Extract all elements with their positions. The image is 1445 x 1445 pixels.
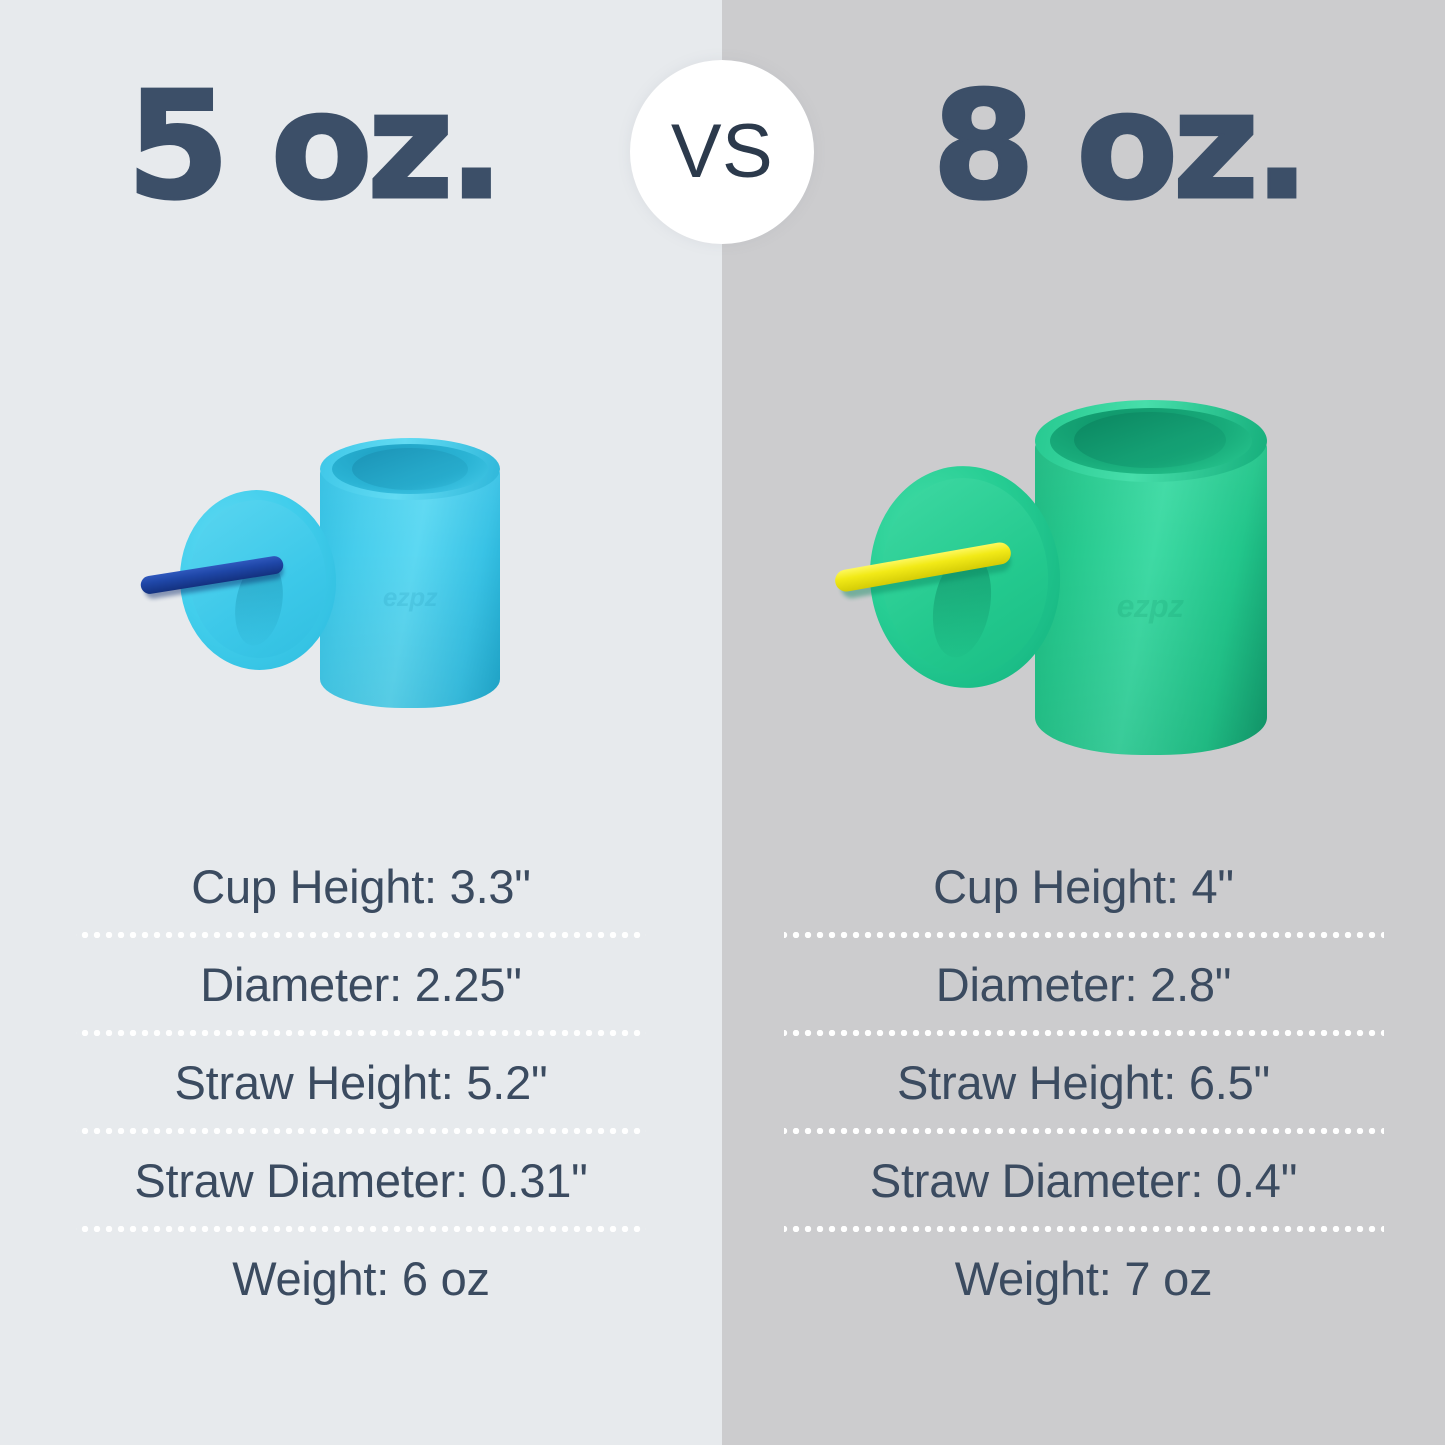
spec-divider	[76, 932, 646, 938]
vs-label: VS	[670, 109, 774, 194]
spec-text: Cup Height: 3.3"	[191, 859, 531, 913]
spec-divider	[76, 1128, 646, 1134]
spec-row: Weight: 7 oz	[722, 1232, 1445, 1324]
spec-text: Cup Height: 4"	[933, 859, 1234, 913]
spec-text: Diameter: 2.25"	[200, 957, 522, 1011]
spec-row: Straw Height: 5.2"	[0, 1036, 722, 1128]
spec-row: Cup Height: 4"	[722, 840, 1445, 932]
spec-text: Weight: 6 oz	[232, 1251, 490, 1305]
spec-divider	[76, 1226, 646, 1232]
spec-text: Straw Height: 5.2"	[174, 1055, 548, 1109]
spec-divider	[783, 1030, 1384, 1036]
spec-text: Straw Height: 6.5"	[897, 1055, 1270, 1109]
spec-divider	[783, 1128, 1384, 1134]
cup-interior-shadow-right	[1074, 412, 1226, 468]
cup-body-right	[1035, 440, 1267, 755]
spec-text: Weight: 7 oz	[954, 1251, 1213, 1305]
spec-row: Diameter: 2.8"	[722, 938, 1445, 1030]
vs-badge: VS	[630, 60, 814, 244]
cup-body-shading-right	[1035, 440, 1267, 755]
spec-text: Straw Diameter: 0.31"	[134, 1153, 588, 1207]
spec-divider	[783, 932, 1384, 938]
spec-row: Straw Height: 6.5"	[722, 1036, 1445, 1128]
panel-right-heading: 8 oz.	[931, 60, 1312, 232]
spec-list-right: Cup Height: 4" Diameter: 2.8" Straw Heig…	[722, 840, 1445, 1324]
spec-list-left: Cup Height: 3.3" Diameter: 2.25" Straw H…	[0, 840, 722, 1324]
spec-row: Straw Diameter: 0.31"	[0, 1134, 722, 1226]
product-image-right: ezpz	[722, 350, 1445, 755]
comparison-panel-right: 8 oz. ezpz Cup Height: 4"	[722, 0, 1445, 1445]
spec-row: Diameter: 2.25"	[0, 938, 722, 1030]
spec-row: Straw Diameter: 0.4"	[722, 1134, 1445, 1226]
spec-row: Cup Height: 3.3"	[0, 840, 722, 932]
spec-text: Diameter: 2.8"	[935, 957, 1232, 1011]
brand-logo-left: ezpz	[382, 582, 438, 612]
spec-divider	[76, 1030, 646, 1036]
spec-divider	[783, 1226, 1384, 1232]
spec-row: Weight: 6 oz	[0, 1232, 722, 1324]
cup-body-shading-left	[320, 466, 500, 708]
cup-body-left	[320, 466, 500, 708]
panel-left-heading: 5 oz.	[125, 60, 506, 232]
spec-text: Straw Diameter: 0.4"	[869, 1153, 1298, 1207]
product-image-left: ezpz	[0, 400, 722, 800]
cup-interior-shadow-left	[352, 448, 468, 490]
comparison-panel-left: 5 oz. ezpz Cup Height: 3.3"	[0, 0, 722, 1445]
brand-logo-right: ezpz	[1116, 588, 1184, 624]
